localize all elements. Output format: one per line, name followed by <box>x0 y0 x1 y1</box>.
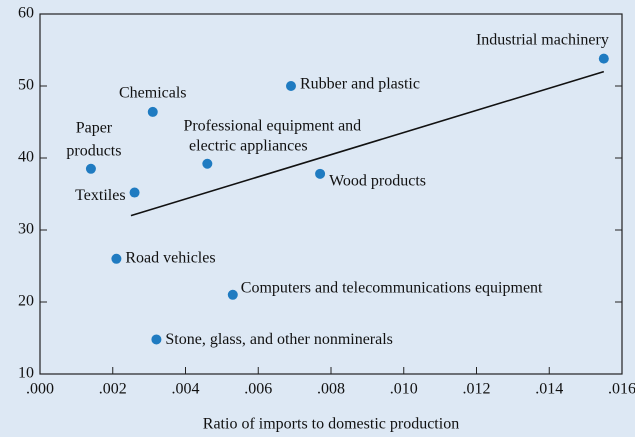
y-tick-label: 30 <box>18 221 34 238</box>
point-label: Paper <box>76 119 113 136</box>
y-tick-label: 40 <box>18 149 34 166</box>
x-tick-label: .014 <box>535 381 563 398</box>
x-tick-label: .016 <box>608 381 635 398</box>
point-label: Computers and telecommunications equipme… <box>241 279 543 296</box>
x-tick-label: .006 <box>244 381 272 398</box>
point <box>202 158 213 169</box>
point <box>315 168 326 179</box>
plot-frame <box>39 13 623 375</box>
x-tick-label: .002 <box>99 381 127 398</box>
point-label: Rubber and plastic <box>300 76 420 93</box>
point <box>151 334 162 345</box>
y-tick-label: 10 <box>18 365 34 382</box>
point <box>285 81 296 91</box>
y-tick-label: 50 <box>18 77 34 94</box>
point <box>598 53 609 64</box>
point <box>129 187 140 198</box>
point-label: Textiles <box>75 187 125 204</box>
point-label: Industrial machinery <box>476 31 609 48</box>
point-label: electric appliances <box>189 137 308 154</box>
point <box>147 106 158 117</box>
point-label: Wood products <box>329 173 426 190</box>
point <box>227 289 238 300</box>
y-tick-label: 60 <box>18 5 34 22</box>
point-label: Professional equipment and <box>183 117 361 134</box>
point-label: Road vehicles <box>125 249 215 266</box>
x-tick-label: .008 <box>317 381 345 398</box>
point-label: products <box>66 142 121 159</box>
x-axis-label: Ratio of imports to domestic production <box>203 416 459 433</box>
trend-line <box>130 70 605 217</box>
point <box>85 163 96 174</box>
point-label: Stone, glass, and other nonminerals <box>165 331 393 348</box>
point <box>111 253 122 264</box>
x-tick-label: .012 <box>463 381 491 398</box>
x-tick-label: .000 <box>26 381 54 398</box>
x-tick-label: .010 <box>390 381 418 398</box>
x-tick-label: .004 <box>172 381 200 398</box>
point-label: Chemicals <box>119 85 187 102</box>
y-tick-label: 20 <box>18 293 34 310</box>
